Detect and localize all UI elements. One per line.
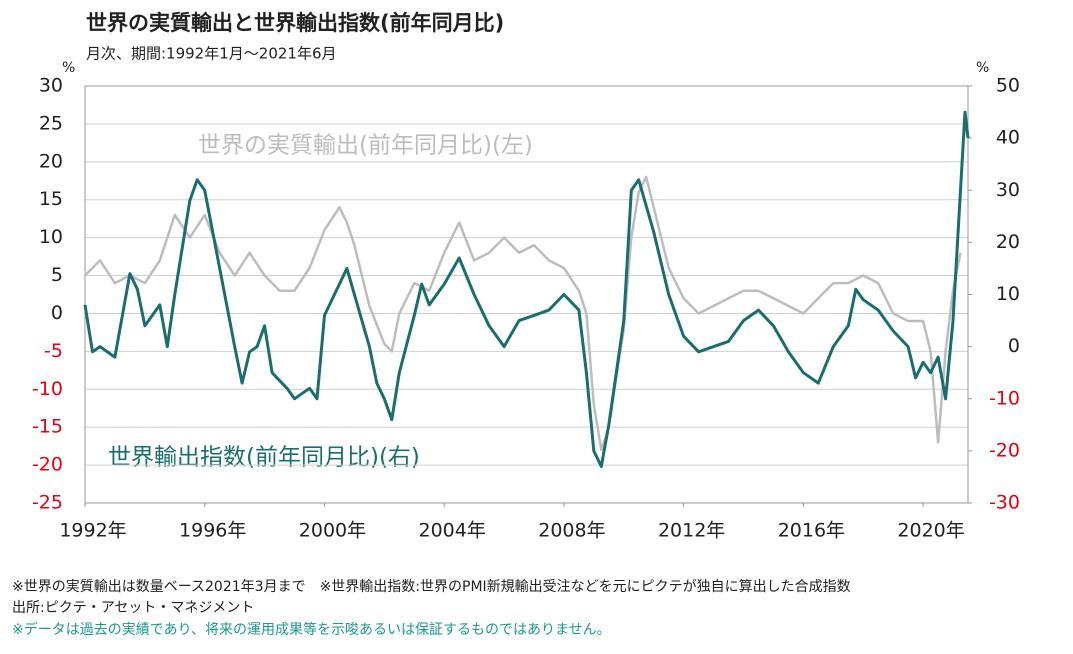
y-tick-label: 30	[39, 75, 63, 97]
annotation: 世界輸出指数(前年同月比)(右)	[108, 445, 420, 471]
x-tick-label: 1996年	[179, 520, 246, 542]
x-tick-label: 2008年	[538, 520, 605, 542]
subtitle: 月次、期間:1992年1月～2021年6月	[86, 45, 337, 63]
y-tick-label: -20	[32, 454, 63, 476]
y2-tick-label: -20	[989, 439, 1020, 461]
y-tick-label: 20	[39, 150, 63, 172]
y2-tick-label: -30	[989, 492, 1020, 514]
y-tick-label: 10	[39, 226, 63, 248]
y-tick-label: -15	[32, 416, 63, 438]
series-line	[84, 175, 962, 452]
y2-tick-label: 30	[996, 179, 1020, 201]
x-tick-label: 2000年	[299, 520, 366, 542]
series-line	[83, 110, 970, 468]
x-tick-label: 2016年	[778, 520, 845, 542]
y-unit: %	[62, 60, 75, 76]
x-tick-label: 2012年	[658, 520, 725, 542]
chart-title: 世界の実質輸出と世界輸出指数(前年同月比)	[86, 11, 504, 35]
plot-frame	[84, 85, 969, 504]
y-tick-label: 0	[51, 302, 63, 324]
annotation: 世界の実質輸出(前年同月比)(左)	[198, 133, 533, 159]
y2-tick-label: 40	[996, 127, 1020, 149]
note: 出所:ピクテ・アセット・マネジメント	[12, 600, 254, 616]
note: ※データは過去の実績であり、将来の運用成果等を示唆あるいは保証するものではありま…	[12, 621, 611, 638]
y-tick-label: -5	[44, 340, 63, 362]
y-tick-label: -25	[32, 492, 63, 514]
x-tick-label: 2004年	[419, 520, 486, 542]
y-tick-label: 15	[39, 188, 63, 210]
x-tick-label: 2020年	[897, 520, 964, 542]
y2-tick-label: 20	[996, 231, 1020, 253]
x-tick-label: 1992年	[59, 520, 126, 542]
y2-tick-label: 10	[996, 283, 1020, 305]
y2-tick-label: 0	[1008, 335, 1020, 357]
y-tick-label: 5	[51, 264, 63, 286]
y2-unit: %	[976, 60, 989, 76]
note: ※世界の実質輸出は数量ベース2021年3月まで ※世界輸出指数:世界のPMI新規…	[12, 579, 851, 595]
y-tick-label: 25	[39, 112, 63, 134]
y2-tick-label: -10	[989, 387, 1020, 409]
y2-tick-label: 50	[996, 75, 1020, 97]
y-tick-label: -10	[32, 378, 63, 400]
